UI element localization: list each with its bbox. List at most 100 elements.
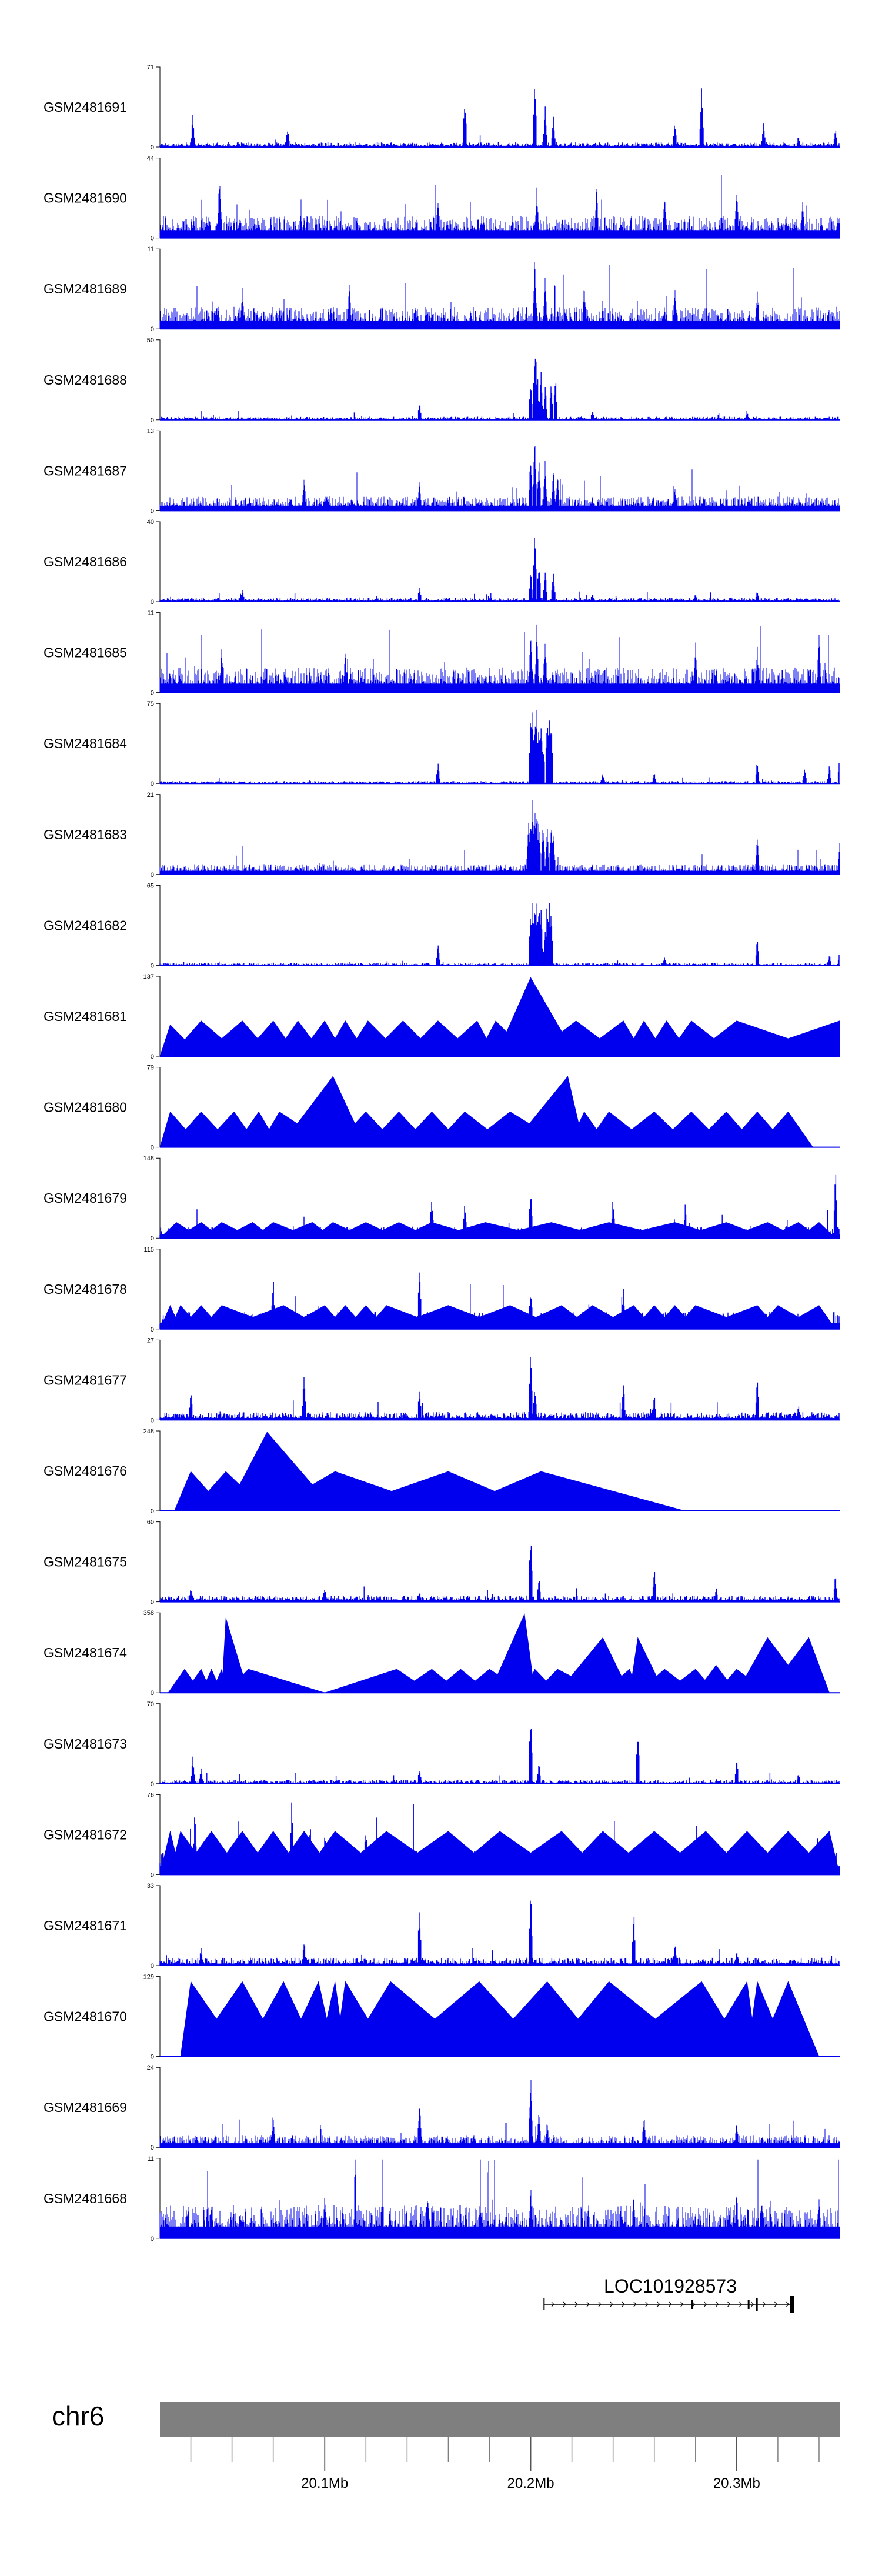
y-max-label: 75 (147, 700, 154, 708)
track-GSM2481691: GSM2481691 71 0 (44, 64, 840, 151)
y-min-label: 0 (151, 2235, 154, 2243)
y-max-label: 358 (143, 1610, 154, 1617)
y-min-label: 0 (151, 235, 154, 242)
track-GSM2481671: GSM2481671330 (44, 1883, 840, 1970)
y-max-label: 76 (147, 1791, 154, 1798)
y-min-label: 0 (151, 690, 154, 697)
y-axis (156, 1704, 160, 1784)
y-max-label: 24 (147, 2064, 154, 2071)
y-max-label: 50 (147, 337, 154, 344)
coverage-signal (160, 2080, 840, 2147)
y-min-label: 0 (151, 780, 154, 788)
y-min-label: 0 (151, 1599, 154, 1606)
track-label: GSM2481669 (44, 2100, 127, 2115)
coverage-signal (160, 1729, 839, 1784)
coverage-signal (160, 800, 840, 875)
y-min-label: 0 (151, 1508, 154, 1515)
y-min-label: 0 (151, 2144, 154, 2151)
track-GSM2481679: GSM2481679 148 0 (44, 1155, 840, 1242)
coverage-triangles (175, 1432, 702, 1511)
genome-browser-figure: GSM2481691710GSM2481690440GSM2481689110G… (0, 0, 882, 2576)
track-label: GSM2481691 (44, 99, 127, 115)
y-axis (156, 795, 160, 875)
y-min-label: 0 (151, 1871, 154, 1878)
track-label: GSM2481670 (44, 2009, 127, 2024)
y-min-label: 0 (151, 1144, 154, 1152)
track-label: GSM2481678 (44, 1282, 127, 1297)
track-GSM2481686: GSM2481686 40 0 (44, 519, 840, 606)
chromosome-label: chr6 (52, 2401, 104, 2431)
track-GSM2481681: GSM2481681 137 0 (44, 973, 840, 1060)
coverage-signal (160, 446, 840, 510)
track-label: GSM2481682 (44, 917, 127, 933)
y-axis (156, 1613, 160, 1693)
track-label: GSM2481686 (44, 554, 127, 569)
y-min-label: 0 (151, 1235, 154, 1242)
y-axis (156, 976, 160, 1056)
coverage-signal (160, 175, 840, 238)
y-axis (156, 1067, 160, 1147)
coverage-triangles (160, 977, 840, 1056)
track-GSM2481682: GSM2481682 65 0 (44, 882, 840, 969)
coverage-signal (160, 1901, 839, 1966)
coverage-signal (160, 359, 839, 420)
axis-tick-label: 20.2Mb (507, 2475, 554, 2491)
y-min-label: 0 (151, 417, 154, 424)
track-GSM2481672: GSM2481672 76 0 (44, 1791, 840, 1878)
track-label: GSM2481672 (44, 1827, 127, 1842)
y-min-label: 0 (151, 1417, 154, 1424)
y-min-label: 0 (151, 1781, 154, 1788)
track-label: GSM2481668 (44, 2191, 127, 2206)
y-axis (156, 158, 160, 238)
y-max-label: 60 (147, 1519, 154, 1526)
track-label: GSM2481688 (44, 372, 127, 388)
y-max-label: 33 (147, 1883, 154, 1890)
y-min-label: 0 (151, 1326, 154, 1333)
y-axis (156, 1886, 160, 1966)
y-min-label: 0 (151, 872, 154, 879)
signal-tracks: GSM2481691710GSM2481690440GSM2481689110G… (44, 64, 840, 2243)
y-max-label: 11 (148, 246, 154, 253)
y-max-label: 70 (147, 1701, 154, 1708)
y-axis (156, 2158, 160, 2238)
track-label: GSM2481671 (44, 1918, 127, 1933)
y-axis (156, 613, 160, 693)
track-GSM2481687: GSM2481687 13 0 (44, 428, 840, 515)
coverage-signal (160, 2160, 840, 2238)
gene-exon (748, 2300, 750, 2309)
y-axis (156, 1249, 160, 1329)
coverage-signal (160, 88, 839, 147)
y-max-label: 248 (143, 1428, 154, 1435)
track-GSM2481675: GSM2481675 60 0 (44, 1519, 840, 1606)
track-GSM2481690: GSM2481690 44 0 (44, 155, 840, 242)
axis-tick-label: 20.1Mb (301, 2475, 348, 2491)
coverage-signal (160, 262, 840, 329)
y-max-label: 129 (143, 1974, 154, 1981)
y-min-label: 0 (151, 1053, 154, 1060)
y-axis (156, 340, 160, 420)
track-GSM2481676: GSM24816762480 (44, 1428, 840, 1515)
track-GSM2481670: GSM2481670 129 0 (44, 1974, 840, 2061)
coverage-signal (160, 1546, 839, 1602)
coverage-floor (160, 321, 840, 329)
track-label: GSM2481679 (44, 1190, 127, 1206)
y-axis (156, 885, 160, 965)
track-GSM2481677: GSM2481677 27 0 (44, 1337, 840, 1424)
y-max-label: 40 (147, 519, 154, 526)
axis-tick-label: 20.3Mb (713, 2475, 760, 2491)
coverage-floor (160, 230, 840, 238)
y-axis (156, 1431, 160, 1511)
track-label: GSM2481673 (44, 1736, 127, 1751)
track-GSM2481678: GSM2481678 115 0 (44, 1246, 840, 1333)
track-GSM2481684: GSM2481684 75 0 (44, 700, 840, 788)
coverage-signal (160, 538, 839, 602)
y-axis (156, 1977, 160, 2057)
gene-exon (790, 2296, 794, 2313)
y-min-label: 0 (151, 599, 154, 606)
coverage-triangles (160, 1076, 830, 1147)
gene-annotation: LOC101928573 (544, 2275, 794, 2313)
y-min-label: 0 (151, 2054, 154, 2061)
y-max-label: 11 (148, 2155, 154, 2163)
track-label: GSM2481685 (44, 645, 127, 660)
track-GSM2481685: GSM2481685 11 0 (44, 610, 840, 697)
